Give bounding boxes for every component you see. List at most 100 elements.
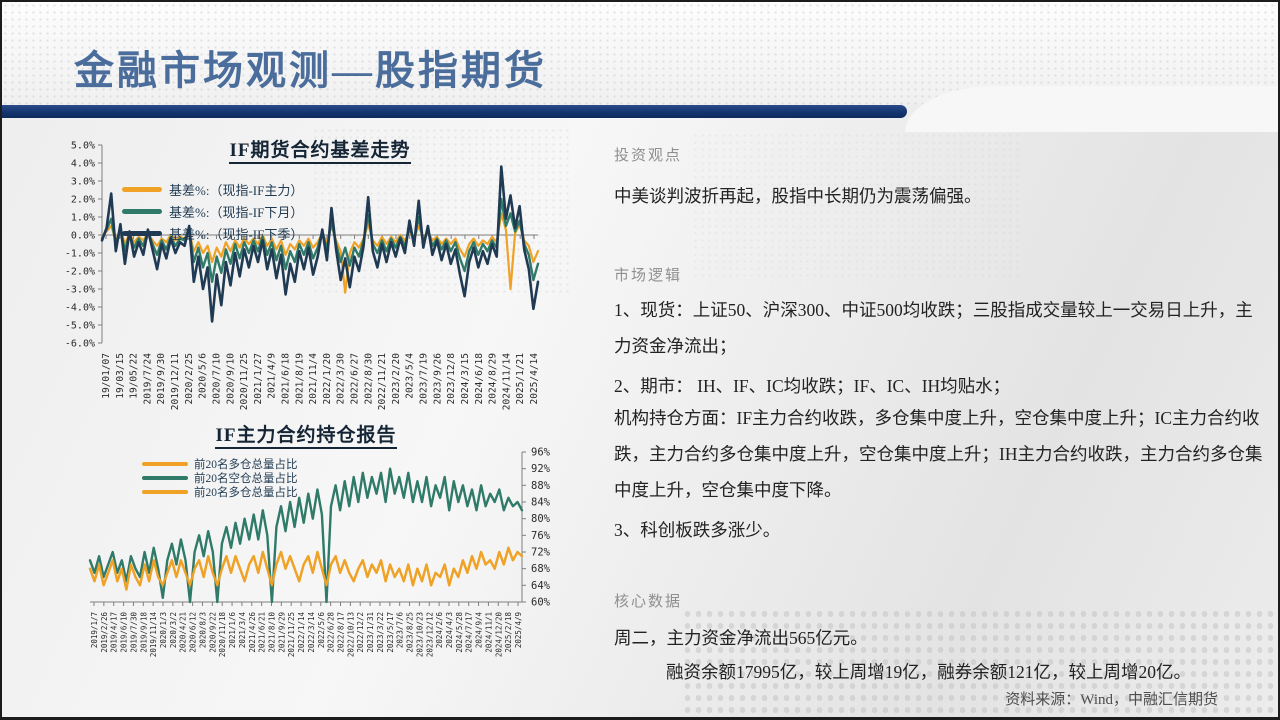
core-data-paragraph-1: 周二，主力资金净流出565亿元。 [614, 628, 868, 648]
section-heading-investment-view: 投资观点 [614, 148, 683, 164]
svg-text:2022/1/20: 2022/1/20 [322, 353, 333, 405]
svg-text:19/05/22: 19/05/22 [129, 353, 140, 399]
svg-text:2021/6/21: 2021/6/21 [258, 612, 267, 653]
svg-text:2024/9/4: 2024/9/4 [475, 612, 484, 649]
svg-text:0.0%: 0.0% [71, 231, 95, 242]
svg-text:2019/7/30: 2019/7/30 [129, 612, 138, 653]
svg-text:2019/4/17: 2019/4/17 [110, 612, 119, 653]
legend-label: 前20名多仓总量占比 [194, 459, 298, 471]
svg-text:1.0%: 1.0% [71, 213, 95, 224]
svg-text:2021/9/29: 2021/9/29 [277, 612, 286, 653]
svg-text:2020/5/6: 2020/5/6 [198, 353, 209, 399]
legend-row: 基差%:（现指-IF下月） [122, 200, 303, 222]
legend-label: 基差%:（现指-IF下季） [169, 226, 304, 242]
svg-text:-2.0%: -2.0% [65, 267, 95, 278]
svg-text:2019/1/7: 2019/1/7 [90, 612, 99, 648]
svg-text:2021/11/4: 2021/11/4 [308, 353, 319, 405]
svg-text:2021/4/26: 2021/4/26 [248, 612, 257, 653]
svg-text:2020/9/10: 2020/9/10 [225, 353, 236, 405]
svg-text:2024/11/14: 2024/11/14 [501, 353, 512, 410]
svg-text:2021/6/18: 2021/6/18 [280, 353, 291, 405]
navy-line-marker [122, 230, 162, 236]
svg-text:2022/11/21: 2022/11/21 [377, 353, 388, 410]
svg-text:96%: 96% [531, 447, 551, 459]
svg-text:2020/9/22: 2020/9/22 [208, 612, 217, 653]
svg-text:80%: 80% [531, 513, 551, 525]
svg-text:2024/6/18: 2024/6/18 [474, 353, 485, 405]
svg-text:2022/6/28: 2022/6/28 [327, 612, 336, 653]
svg-text:2.0%: 2.0% [71, 195, 95, 206]
svg-text:2023/3/22: 2023/3/22 [376, 612, 385, 653]
svg-text:2023/10/23: 2023/10/23 [415, 612, 424, 657]
legend-label: 基差%:（现指-IF下月） [169, 204, 304, 220]
basis-chart-title: IF期货合约基差走势 [102, 135, 538, 164]
svg-text:2022/6/27: 2022/6/27 [350, 353, 361, 404]
position-chart-legend: 前20名多仓总量占比 前20名空仓总量占比 前20名多仓总量占比 [142, 457, 298, 499]
market-logic-paragraph-2: 2、期市： IH、IF、IC均收跌；IF、IC、IH均贴水； [614, 376, 1011, 396]
legend-row: 前20名多仓总量占比 [142, 457, 298, 471]
svg-text:-6.0%: -6.0% [65, 339, 95, 350]
hex-dots-decoration [682, 608, 1274, 717]
svg-text:2020/11/25: 2020/11/25 [239, 353, 250, 410]
svg-text:76%: 76% [531, 530, 551, 542]
svg-text:68%: 68% [531, 563, 551, 575]
orange-line-marker [142, 461, 188, 467]
header-band: 金融市场观测—股指期货 [2, 2, 1278, 105]
svg-text:2024/2/6: 2024/2/6 [435, 612, 444, 649]
svg-text:2022/8/30: 2022/8/30 [363, 353, 374, 405]
market-logic-paragraph-1: 1、现货：上证50、沪深300、中证500均收跌；三股指成交量较上一交易日上升，… [614, 300, 1253, 356]
position-chart: IF主力合约持仓报告 前20名多仓总量占比 前20名空仓总量占比 前20名多仓总… [62, 420, 577, 695]
svg-text:2023/5/17: 2023/5/17 [386, 612, 395, 653]
svg-text:72%: 72% [531, 547, 551, 559]
svg-text:2023/7/19: 2023/7/19 [419, 353, 430, 405]
svg-text:2020/6/12: 2020/6/12 [189, 612, 198, 653]
legend-row: 基差%:（现指-IF下季） [122, 222, 303, 244]
svg-text:2023/2/20: 2023/2/20 [391, 353, 402, 405]
svg-text:2023/12/8: 2023/12/8 [446, 353, 457, 405]
core-data-paragraph-2: 融资余额17995亿，较上周增19亿，融券余额121亿，较上周增20亿。 [666, 662, 1191, 682]
svg-text:2020/3/2: 2020/3/2 [169, 612, 178, 648]
title-underline-bar [2, 105, 907, 118]
svg-text:2023/12/12: 2023/12/12 [425, 612, 434, 657]
svg-text:-5.0%: -5.0% [65, 321, 95, 332]
svg-text:2022/3/30: 2022/3/30 [336, 353, 347, 405]
svg-text:2020/8/3: 2020/8/3 [198, 612, 207, 648]
legend-row: 前20名空仓总量占比 [142, 471, 298, 485]
svg-text:2020/1/3: 2020/1/3 [159, 612, 168, 648]
svg-text:2024/8/29: 2024/8/29 [488, 353, 499, 405]
svg-text:2020/7/10: 2020/7/10 [211, 353, 222, 405]
position-chart-title: IF主力合约持仓报告 [90, 420, 522, 449]
legend-label: 前20名多仓总量占比 [194, 487, 298, 499]
svg-text:88%: 88% [531, 480, 551, 492]
svg-text:2023/1/31: 2023/1/31 [366, 612, 375, 653]
svg-text:2021/8/10: 2021/8/10 [267, 612, 276, 653]
legend-label: 前20名空仓总量占比 [194, 473, 298, 485]
svg-text:2021/3/4: 2021/3/4 [238, 612, 247, 649]
svg-text:60%: 60% [531, 597, 551, 609]
basis-chart-legend: 基差%:（现指-IF主力） 基差%:（现指-IF下月） 基差%:（现指-IF下季… [122, 178, 303, 244]
svg-text:2019/12/11: 2019/12/11 [170, 353, 181, 410]
investment-view-text: 中美谈判波折再起，股指中长期仍为震荡偏强。 [614, 186, 982, 206]
legend-row: 前20名多仓总量占比 [142, 485, 298, 499]
svg-text:84%: 84% [531, 497, 551, 509]
svg-text:2023/7/6: 2023/7/6 [396, 612, 405, 649]
svg-text:64%: 64% [531, 580, 551, 592]
svg-text:5.0%: 5.0% [71, 141, 95, 152]
svg-text:2023/9/26: 2023/9/26 [432, 353, 443, 405]
svg-text:2024/3/15: 2024/3/15 [460, 353, 471, 404]
map-dots-patch [692, 132, 1022, 282]
svg-text:2024/11/1: 2024/11/1 [484, 612, 493, 653]
teal-line-marker [142, 475, 188, 481]
svg-text:2022/12/2: 2022/12/2 [356, 612, 365, 653]
svg-text:2021/1/27: 2021/1/27 [253, 353, 264, 404]
svg-text:2024/4/3: 2024/4/3 [445, 612, 454, 648]
svg-text:2021/4/9: 2021/4/9 [267, 353, 278, 399]
svg-text:2021/1/6: 2021/1/6 [228, 612, 237, 649]
svg-text:2021/11/25: 2021/11/25 [287, 612, 296, 657]
svg-text:2024/7/17: 2024/7/17 [465, 612, 474, 653]
legend-label: 基差%:（现指-IF主力） [169, 182, 304, 198]
basis-chart: IF期货合约基差走势 基差%:（现指-IF主力） 基差%:（现指-IF下月） 基… [60, 135, 575, 440]
svg-text:2021/8/19: 2021/8/19 [294, 353, 305, 405]
svg-text:2022/3/14: 2022/3/14 [307, 612, 316, 653]
svg-text:2025/1/21: 2025/1/21 [515, 353, 526, 405]
